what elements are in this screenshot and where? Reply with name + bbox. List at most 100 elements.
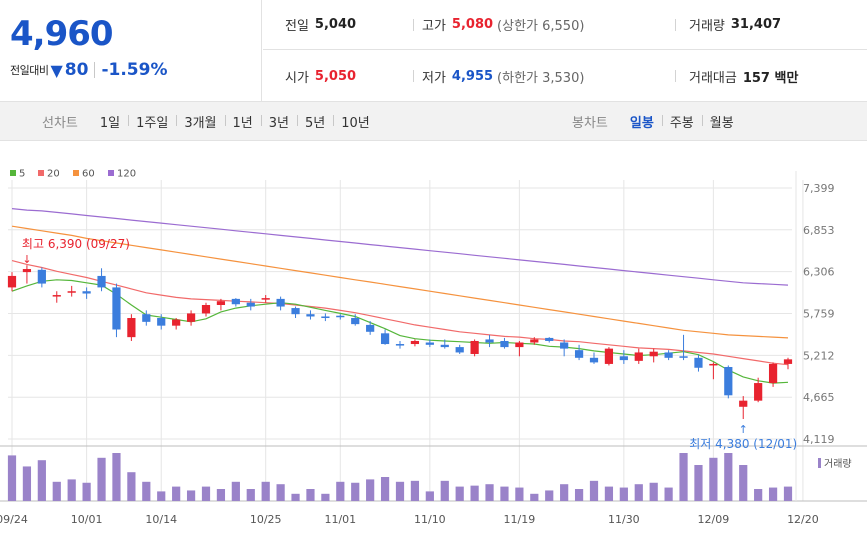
- candle-body: [739, 400, 748, 407]
- price-change: 전일대비 ▼ 80 -1.59%: [10, 60, 168, 80]
- volume-bar: [351, 482, 360, 501]
- lower-limit: (하한가 3,530): [497, 70, 585, 86]
- x-tick-label: 10/01: [71, 513, 103, 526]
- period-1w[interactable]: 1주일: [128, 112, 176, 131]
- divider: [413, 70, 414, 82]
- candle-body: [97, 275, 106, 288]
- stats-row-1: 전일 5,040 고가 5,080 (상한가 6,550) 거래량 31,407: [263, 0, 867, 50]
- divider: [94, 62, 96, 78]
- volume-bar: [440, 480, 449, 501]
- candle-body: [276, 298, 285, 307]
- y-tick-label: 7,399: [803, 182, 835, 195]
- period-1y[interactable]: 1년: [224, 112, 261, 131]
- volume-bar: [619, 487, 628, 501]
- volume-bar: [291, 493, 300, 501]
- period-3m[interactable]: 3개월: [176, 112, 224, 131]
- high-value: 5,080: [451, 17, 494, 32]
- volume-legend-label: 거래량: [824, 458, 852, 470]
- ma20-line: [11, 260, 789, 366]
- y-tick-label: 5,759: [803, 308, 835, 321]
- candle-body: [500, 340, 509, 348]
- low-annotation: 최저 4,380 (12/01): [689, 437, 797, 451]
- period-1d[interactable]: 1일: [99, 115, 121, 131]
- candle-body: [679, 356, 688, 358]
- volume-label: 거래량: [689, 19, 725, 34]
- trade-amount: 거래대금 157 백만: [689, 67, 798, 86]
- legend-swatch-20: [38, 170, 44, 176]
- candle-body: [440, 344, 449, 348]
- candle-body: [82, 291, 91, 294]
- chart-toolbar: 선차트 1일 1주일 3개월 1년 3년 5년 10년 봉차트 일봉 주봉 월봉: [0, 101, 867, 141]
- line-chart-periods: 선차트 1일 1주일 3개월 1년 3년 5년 10년: [42, 102, 378, 140]
- candle-body: [380, 333, 390, 345]
- volume-bar: [500, 486, 509, 501]
- low-arrow-icon: ↑: [739, 423, 748, 436]
- volume-bar: [201, 486, 211, 501]
- low-label: 저가: [422, 70, 446, 86]
- prev-close: 전일 5,040: [285, 15, 356, 34]
- candle-body: [410, 340, 420, 345]
- volume-bar: [455, 486, 464, 501]
- candle-body: [470, 340, 479, 354]
- candle-body: [366, 324, 375, 332]
- candle-body: [216, 301, 226, 306]
- candle-body: [515, 342, 524, 348]
- x-tick-label: 11/01: [324, 513, 356, 526]
- divider: [413, 18, 414, 31]
- volume-bar: [380, 477, 390, 501]
- candle-body: [530, 339, 539, 343]
- period-10y[interactable]: 10년: [333, 112, 378, 131]
- candle-body: [604, 348, 614, 364]
- volume-bar: [142, 481, 151, 501]
- high-arrow-icon: ↓: [22, 253, 31, 266]
- volume-bar: [306, 489, 315, 501]
- candle-body: [321, 316, 330, 319]
- candle-body: [22, 269, 32, 273]
- divider: [675, 70, 676, 82]
- candle-body: [589, 357, 599, 363]
- volume-bar: [425, 491, 434, 501]
- period-monthly[interactable]: 월봉: [701, 112, 742, 131]
- legend-swatch-60: [73, 170, 79, 176]
- quote-header: 4,960 전일대비 ▼ 80 -1.59% 전일 5,040 고가 5,080…: [0, 0, 867, 101]
- chart-svg: 5 20 60 120 7,399 6,853 6,306 5,759 5,212 4,665 4,…: [0, 169, 867, 526]
- volume-bar: [783, 486, 793, 501]
- volume-bar: [82, 482, 91, 501]
- candle-body: [172, 319, 181, 326]
- legend-label-5: 5: [19, 169, 25, 180]
- volume-bar: [754, 489, 763, 501]
- candle-body: [574, 350, 584, 358]
- candle-body: [768, 363, 778, 384]
- volume-bar: [97, 457, 106, 501]
- candle-body: [619, 356, 628, 361]
- period-weekly[interactable]: 주봉: [661, 112, 702, 131]
- volume-bar: [7, 455, 17, 501]
- period-3y[interactable]: 3년: [260, 112, 297, 131]
- candle-chart-label: 봉차트: [572, 115, 608, 131]
- volume-bar: [410, 480, 420, 501]
- candle-body: [67, 291, 76, 293]
- x-tick-label: 10/25: [250, 513, 282, 526]
- open-price: 시가 5,050: [285, 67, 356, 86]
- change-value: 80: [64, 60, 89, 80]
- candle-body: [291, 308, 300, 315]
- candle-body: [261, 298, 270, 300]
- ma5-line: [11, 279, 789, 384]
- volume-bar: [589, 480, 599, 501]
- candle-body: [485, 339, 494, 343]
- volume-bar: [649, 482, 658, 501]
- volume-bar: [485, 484, 494, 501]
- period-daily[interactable]: 일봉: [629, 115, 654, 131]
- volume-bar: [22, 466, 32, 501]
- candle-body: [201, 305, 211, 314]
- period-5y[interactable]: 5년: [297, 112, 333, 131]
- change-label: 전일대비: [10, 64, 49, 77]
- candle-body: [142, 314, 151, 322]
- x-tick-label: 09/24: [0, 513, 28, 526]
- candle-body: [694, 357, 703, 368]
- candle-chart-periods: 봉차트 일봉 주봉 월봉: [572, 102, 742, 140]
- upper-limit: (상한가 6,550): [497, 19, 585, 34]
- x-tick-label: 10/14: [145, 513, 177, 526]
- volume-bar: [709, 457, 718, 501]
- volume-bar: [395, 481, 405, 501]
